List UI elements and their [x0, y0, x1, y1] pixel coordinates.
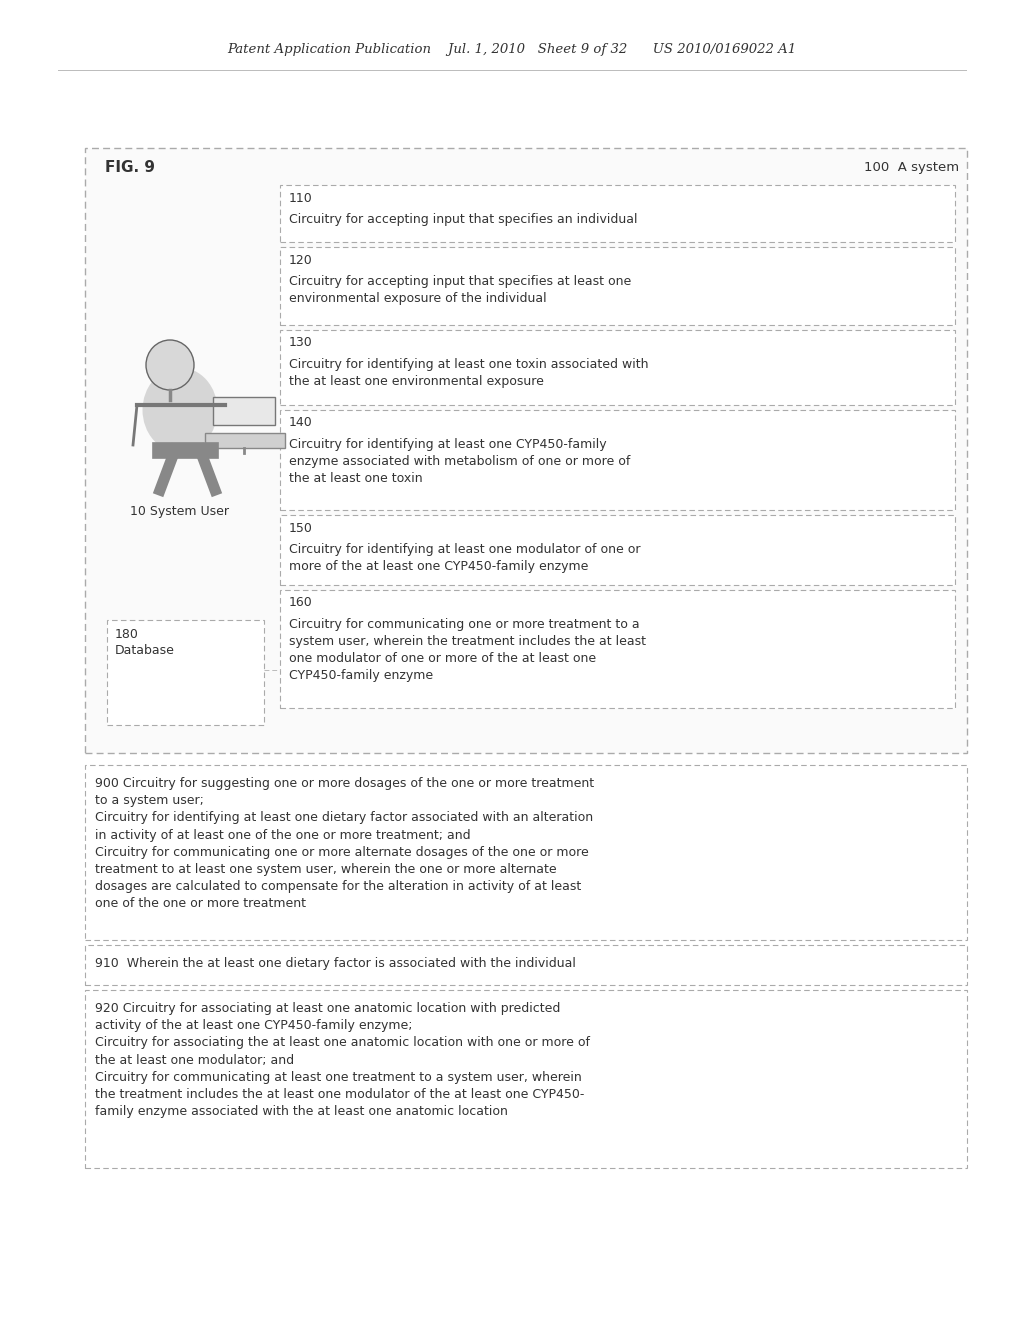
Text: Circuitry for identifying at least one modulator of one or
more of the at least : Circuitry for identifying at least one m…: [289, 543, 640, 573]
Bar: [280, 330, 955, 405]
Bar: [85, 148, 967, 752]
Text: 130: 130: [289, 337, 312, 350]
Text: 910  Wherein the at least one dietary factor is associated with the individual: 910 Wherein the at least one dietary fac…: [95, 957, 575, 970]
Text: Circuitry for communicating one or more treatment to a
system user, wherein the : Circuitry for communicating one or more …: [289, 618, 646, 682]
Text: Circuitry for identifying at least one CYP450-family
enzyme associated with meta: Circuitry for identifying at least one C…: [289, 438, 631, 484]
Bar: [213, 397, 275, 425]
Text: 150: 150: [289, 521, 313, 535]
Bar: [280, 590, 955, 708]
Bar: [205, 433, 285, 447]
Text: FIG. 9: FIG. 9: [105, 161, 155, 176]
Text: 900 Circuitry for suggesting one or more dosages of the one or more treatment
to: 900 Circuitry for suggesting one or more…: [95, 777, 594, 911]
Ellipse shape: [142, 367, 217, 453]
Text: 140: 140: [289, 417, 312, 429]
Text: 160: 160: [289, 597, 312, 610]
Bar: [85, 766, 967, 940]
Bar: [280, 411, 955, 510]
Bar: [280, 247, 955, 325]
Text: 100  A system: 100 A system: [864, 161, 959, 174]
Text: 920 Circuitry for associating at least one anatomic location with predicted
acti: 920 Circuitry for associating at least o…: [95, 1002, 590, 1118]
Bar: [85, 990, 967, 1168]
Bar: [280, 185, 955, 242]
Text: 110: 110: [289, 191, 312, 205]
Text: Circuitry for identifying at least one toxin associated with
the at least one en: Circuitry for identifying at least one t…: [289, 358, 648, 388]
Text: Database: Database: [115, 644, 175, 656]
Ellipse shape: [146, 341, 194, 389]
Text: Circuitry for accepting input that specifies an individual: Circuitry for accepting input that speci…: [289, 213, 638, 226]
Text: Circuitry for accepting input that specifies at least one
environmental exposure: Circuitry for accepting input that speci…: [289, 275, 631, 305]
Bar: [106, 620, 264, 725]
Text: 120: 120: [289, 253, 312, 267]
Text: 10 System User: 10 System User: [130, 506, 229, 517]
Bar: [280, 515, 955, 585]
Text: Patent Application Publication    Jul. 1, 2010   Sheet 9 of 32      US 2010/0169: Patent Application Publication Jul. 1, 2…: [227, 44, 797, 57]
Text: 180: 180: [115, 627, 139, 640]
Bar: [85, 945, 967, 985]
